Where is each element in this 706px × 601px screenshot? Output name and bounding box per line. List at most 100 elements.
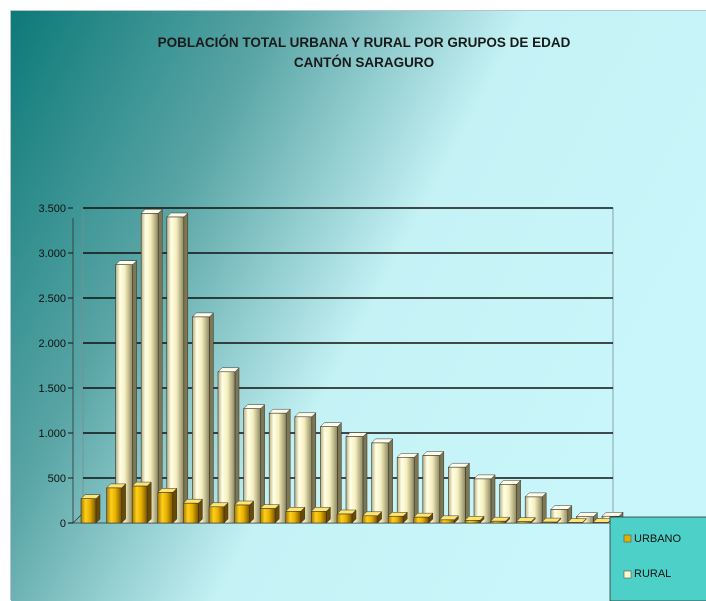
bar-urbano-front [158, 492, 173, 523]
bar-rural-top [167, 213, 188, 217]
bar-rural-top [525, 493, 546, 497]
bar-rural [474, 475, 495, 523]
bar-urbano-front [414, 517, 429, 523]
bar-rural-top [448, 463, 469, 467]
bar-rural-top [602, 512, 623, 516]
bar-rural [218, 368, 239, 523]
bar-urbano-front [542, 522, 557, 523]
bar-urbano-front [183, 503, 198, 523]
bar-rural-top [320, 423, 341, 427]
bar-rural-side [286, 409, 290, 523]
legend-label-urbano: URBANO [634, 533, 682, 545]
bar-rural-side [158, 209, 162, 523]
bar-rural [346, 433, 367, 523]
bar-urbano-front [81, 499, 96, 523]
bar-rural-top [116, 261, 137, 265]
bar-urbano [286, 507, 305, 523]
bar-urbano [235, 501, 254, 523]
bar-rural-front [372, 443, 389, 523]
y-tick-label: 500 [48, 473, 66, 485]
bar-urbano [516, 518, 535, 523]
bar-urbano [388, 512, 407, 523]
bar-rural-top [346, 433, 367, 437]
bar-urbano [465, 516, 484, 523]
bar-rural-side [184, 213, 188, 523]
bar-rural-top [295, 413, 316, 417]
bar-rural-top [192, 313, 213, 317]
bar-rural-front [423, 456, 440, 524]
bar-rural-side [517, 480, 521, 523]
bar-urbano-front [209, 507, 224, 523]
bar-rural [500, 480, 521, 523]
bar-urbano [414, 513, 433, 523]
bar-rural-top [269, 409, 290, 413]
bar-urbano-front [337, 514, 352, 523]
y-tick-label: 0 [60, 518, 66, 530]
bar-rural-top [551, 506, 572, 510]
bar-rural-front [141, 213, 158, 523]
bar-urbano-side [147, 482, 151, 523]
bar-rural-side [440, 452, 444, 524]
legend-box [610, 517, 706, 601]
bar-rural-top [244, 405, 265, 409]
y-tick-label: 3.500 [38, 203, 66, 215]
bar-rural-top [397, 453, 418, 457]
bar-urbano-front [439, 520, 454, 523]
bar-rural-front [167, 217, 184, 523]
bar-urbano [439, 516, 458, 523]
legend-swatch-rural [624, 571, 631, 578]
bar-rural-side [235, 368, 239, 523]
bar-urbano [209, 503, 228, 523]
bar-rural-top [423, 452, 444, 456]
bar-urbano-front [465, 520, 480, 523]
bar-rural-front [192, 317, 209, 523]
bar-rural [448, 463, 469, 523]
bar-rural-front [218, 372, 235, 523]
y-tick-label: 1.500 [38, 383, 66, 395]
bar-urbano-side [96, 495, 100, 523]
bar-urbano [158, 488, 177, 523]
bar-urbano-front [260, 509, 275, 523]
bar-urbano-front [516, 522, 531, 523]
bar-urbano-front [132, 486, 147, 523]
bar-urbano-front [491, 521, 506, 523]
bar-rural [141, 209, 162, 523]
bar-urbano [363, 512, 382, 523]
bar-rural-side [491, 475, 495, 523]
bar-rural-side [414, 453, 418, 523]
bar-urbano [311, 507, 330, 523]
bar-urbano-front [107, 488, 122, 523]
legend: URBANO RURAL [610, 517, 706, 601]
bar-rural-side [465, 463, 469, 523]
bar-urbano-side [173, 488, 177, 523]
legend-label-rural: RURAL [634, 568, 671, 580]
bar-urbano-side [122, 484, 126, 523]
bar-urbano [107, 484, 126, 523]
bar-urbano-front [286, 511, 301, 523]
y-tick-label: 3.000 [38, 248, 66, 260]
bar-rural-top [474, 475, 495, 479]
y-tick-label: 2.500 [38, 293, 66, 305]
bar-rural-side [209, 313, 213, 523]
bar-urbano [337, 510, 356, 523]
bar-urbano [132, 482, 151, 523]
bar-rural-side [389, 439, 393, 523]
bar-urbano-front [363, 516, 378, 523]
bar-urbano [183, 499, 202, 523]
bar-urbano [81, 495, 100, 523]
legend-swatch-urbano [624, 535, 631, 542]
bar-urbano [491, 517, 510, 523]
bar-rural-top [141, 209, 162, 213]
y-tick-label: 1.000 [38, 428, 66, 440]
bar-rural [423, 452, 444, 524]
bar-urbano-front [311, 511, 326, 523]
bar-rural [192, 313, 213, 523]
bar-urbano-front [235, 505, 250, 523]
bar-rural [372, 439, 393, 523]
chart-subtitle: CANTÓN SARAGURO [294, 55, 434, 70]
bar-rural-top [218, 368, 239, 372]
chart-title: POBLACIÓN TOTAL URBANA Y RURAL POR GRUPO… [158, 35, 571, 50]
bar-rural [167, 213, 188, 523]
